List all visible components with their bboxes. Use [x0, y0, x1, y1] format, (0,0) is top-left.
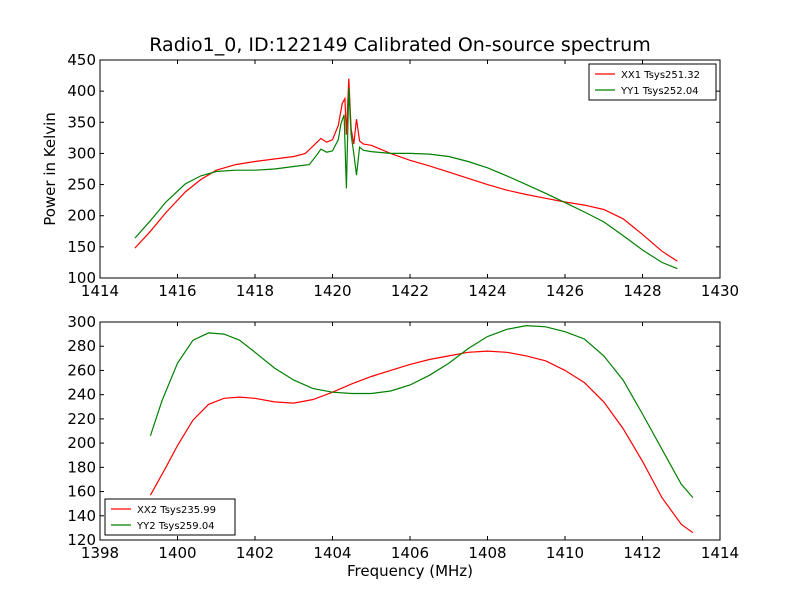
top-x-tick-label: 1414 — [81, 282, 119, 300]
bottom-y-tick-label: 180 — [67, 458, 96, 476]
bottom-legend: XX2 Tsys235.99 YY2 Tsys259.04 — [104, 498, 236, 536]
bottom-x-tick-label: 1414 — [701, 544, 739, 562]
top-legend-box — [588, 63, 717, 101]
bottom-y-tick-label: 120 — [67, 531, 96, 549]
bottom-y-tick-label: 140 — [67, 507, 96, 525]
top-x-tick-label: 1416 — [158, 282, 196, 300]
bottom-y-tick-label: 280 — [67, 337, 96, 355]
bottom-legend-label-second: YY2 Tsys259.04 — [136, 521, 215, 532]
bottom-y-tick-label: 240 — [67, 386, 96, 404]
top-x-tick-label: 1418 — [236, 282, 274, 300]
bottom-y-tick-label: 160 — [67, 483, 96, 501]
top-y-tick-label: 100 — [67, 269, 96, 287]
bottom-x-tick-label: 1402 — [236, 544, 274, 562]
bottom-x-tick-label: 1412 — [623, 544, 661, 562]
bottom-legend-box — [104, 498, 236, 536]
top-y-tick-label: 350 — [67, 113, 96, 131]
top-y-axis-label: Power in Kelvin — [41, 112, 59, 226]
top-x-tick-label: 1426 — [546, 282, 584, 300]
bottom-series-second-line — [149, 324, 694, 498]
top-x-tick-label: 1430 — [701, 282, 739, 300]
top-legend-label-second: YY1 Tsys252.04 — [620, 86, 699, 97]
chart-title: Radio1_0, ID:122149 Calibrated On-source… — [149, 34, 651, 56]
top-legend: XX1 Tsys251.32 YY1 Tsys252.04 — [588, 63, 717, 101]
bottom-x-tick-label: 1406 — [391, 544, 429, 562]
top-x-tick-label: 1422 — [391, 282, 429, 300]
top-y-tick-label: 450 — [67, 51, 96, 69]
top-series-first-line — [134, 78, 678, 262]
bottom-x-tick-label: 1400 — [158, 544, 196, 562]
top-series-second-line — [134, 87, 678, 270]
top-x-tick-label: 1424 — [468, 282, 506, 300]
top-y-tick-label: 300 — [67, 144, 96, 162]
bottom-y-tick-label: 300 — [67, 313, 96, 331]
top-y-tick-label: 150 — [67, 238, 96, 256]
bottom-legend-label-first: XX2 Tsys235.99 — [137, 505, 216, 516]
bottom-x-tick-label: 1398 — [81, 544, 119, 562]
bottom-y-tick-label: 220 — [67, 410, 96, 428]
bottom-plot: 1398 1400 1402 1404 1406 1408 1410 1412 1414 120 1… — [67, 313, 739, 562]
top-x-tick-label: 1428 — [623, 282, 661, 300]
bottom-y-tick-label: 200 — [67, 434, 96, 452]
top-legend-label-first: XX1 Tsys251.32 — [621, 70, 700, 81]
bottom-series-first-line — [149, 350, 694, 534]
top-y-tick-label: 250 — [67, 176, 96, 194]
bottom-x-axis-label: Frequency (MHz) — [346, 562, 474, 580]
top-y-tick-label: 200 — [67, 207, 96, 225]
top-x-tick-label: 1420 — [313, 282, 351, 300]
bottom-x-tick-label: 1404 — [313, 544, 351, 562]
bottom-x-tick-label: 1410 — [546, 544, 584, 562]
top-plot: 1414 1416 1418 1420 1422 1424 1426 1428 1430 100 1… — [67, 51, 739, 300]
top-y-tick-label: 400 — [67, 82, 96, 100]
bottom-y-tick-label: 260 — [67, 361, 96, 379]
bottom-x-tick-label: 1408 — [468, 544, 506, 562]
